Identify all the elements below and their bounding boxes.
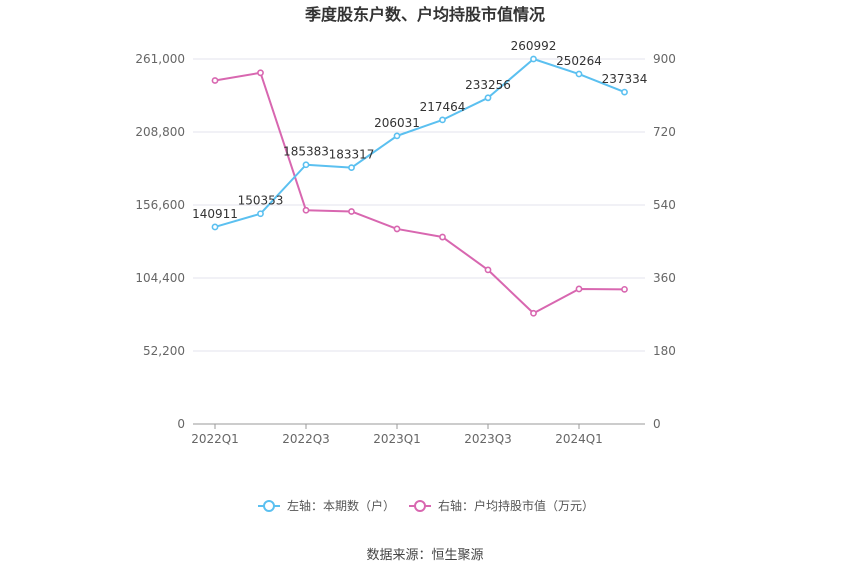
data-point[interactable] bbox=[393, 132, 401, 140]
data-point[interactable] bbox=[257, 210, 264, 218]
data-label: 150353 bbox=[238, 194, 284, 208]
series-line bbox=[214, 71, 625, 315]
data-point[interactable] bbox=[348, 164, 355, 172]
data-point[interactable] bbox=[393, 225, 401, 233]
data-point[interactable] bbox=[302, 161, 310, 169]
data-point[interactable] bbox=[484, 94, 492, 102]
x-axis-tick-label: 2024Q1 bbox=[555, 432, 603, 446]
x-axis-tick-label: 2023Q1 bbox=[373, 432, 421, 446]
data-point[interactable] bbox=[530, 309, 537, 317]
legend-marker bbox=[263, 500, 275, 512]
left-axis: 0 52,200 104,400 156,600 208,800 261,000 bbox=[135, 52, 185, 431]
legend-label: 左轴：本期数（户） bbox=[287, 498, 395, 513]
data-label: 217464 bbox=[420, 100, 466, 114]
left-axis-tick-label: 208,800 bbox=[135, 125, 185, 139]
data-label: 237334 bbox=[602, 72, 648, 86]
chart-title: 季度股东户数、户均持股市值情况 bbox=[304, 5, 545, 24]
left-axis-tick-label: 0 bbox=[177, 417, 185, 431]
x-axis-tick-label: 2023Q3 bbox=[464, 432, 512, 446]
left-axis-tick-label: 156,600 bbox=[135, 198, 185, 212]
right-axis-tick-label: 0 bbox=[653, 417, 661, 431]
data-point[interactable] bbox=[257, 69, 264, 77]
legend-item[interactable]: 左轴：本期数（户） bbox=[258, 498, 395, 513]
right-axis-tick-label: 360 bbox=[653, 271, 676, 285]
data-point[interactable] bbox=[575, 70, 583, 78]
data-point[interactable] bbox=[348, 208, 355, 215]
series-avg-holding-value bbox=[211, 69, 628, 317]
x-axis-tick-label: 2022Q3 bbox=[282, 432, 330, 446]
x-axis-tick-label: 2022Q1 bbox=[191, 432, 239, 446]
data-point[interactable] bbox=[530, 55, 537, 63]
data-label: 260992 bbox=[511, 39, 557, 53]
data-point[interactable] bbox=[211, 223, 219, 231]
left-axis-tick-label: 261,000 bbox=[135, 52, 185, 66]
left-axis-tick-label: 52,200 bbox=[143, 344, 185, 358]
data-label: 183317 bbox=[329, 148, 375, 162]
series-line bbox=[214, 58, 625, 228]
legend[interactable]: 左轴：本期数（户） 右轴：户均持股市值（万元） bbox=[258, 498, 594, 513]
data-point[interactable] bbox=[439, 233, 446, 241]
x-axis: 2022Q1 2022Q3 2023Q1 2023Q3 2024Q1 bbox=[191, 424, 603, 446]
right-axis-tick-label: 900 bbox=[653, 52, 676, 66]
data-point[interactable] bbox=[621, 88, 628, 96]
data-point[interactable] bbox=[575, 285, 583, 293]
data-label: 185383 bbox=[283, 145, 329, 159]
data-point[interactable] bbox=[211, 77, 219, 84]
legend-label: 右轴：户均持股市值（万元） bbox=[438, 498, 594, 513]
legend-marker bbox=[414, 500, 426, 512]
right-axis-tick-label: 180 bbox=[653, 344, 676, 358]
left-axis-tick-label: 104,400 bbox=[135, 271, 185, 285]
data-label: 233256 bbox=[465, 78, 511, 92]
data-point[interactable] bbox=[302, 206, 310, 214]
data-point[interactable] bbox=[439, 116, 446, 124]
data-label: 250264 bbox=[556, 54, 602, 68]
data-point[interactable] bbox=[621, 285, 628, 293]
data-point[interactable] bbox=[484, 266, 492, 274]
right-axis-tick-label: 720 bbox=[653, 125, 676, 139]
data-label: 140911 bbox=[192, 207, 238, 221]
source-note: 数据来源：恒生聚源 bbox=[366, 548, 483, 563]
right-axis-tick-label: 540 bbox=[653, 198, 676, 212]
right-axis: 0 180 360 540 720 900 bbox=[653, 52, 676, 431]
data-label: 206031 bbox=[374, 116, 420, 130]
legend-item[interactable]: 右轴：户均持股市值（万元） bbox=[409, 498, 594, 513]
